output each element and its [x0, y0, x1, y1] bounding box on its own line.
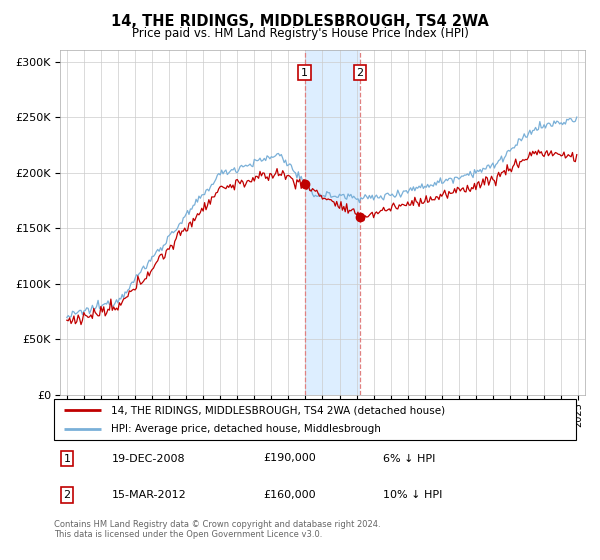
Bar — [305, 50, 360, 395]
Text: 14, THE RIDINGS, MIDDLESBROUGH, TS4 2WA (detached house): 14, THE RIDINGS, MIDDLESBROUGH, TS4 2WA … — [112, 405, 446, 415]
Text: £190,000: £190,000 — [263, 454, 316, 464]
Text: 15-MAR-2012: 15-MAR-2012 — [112, 490, 186, 500]
Text: 10% ↓ HPI: 10% ↓ HPI — [383, 490, 442, 500]
Text: Contains HM Land Registry data © Crown copyright and database right 2024.
This d: Contains HM Land Registry data © Crown c… — [54, 520, 380, 539]
Text: 19-DEC-2008: 19-DEC-2008 — [112, 454, 185, 464]
Text: 1: 1 — [64, 454, 71, 464]
Text: 6% ↓ HPI: 6% ↓ HPI — [383, 454, 435, 464]
Text: 14, THE RIDINGS, MIDDLESBROUGH, TS4 2WA: 14, THE RIDINGS, MIDDLESBROUGH, TS4 2WA — [111, 14, 489, 29]
Text: 2: 2 — [356, 68, 364, 78]
Text: 2: 2 — [64, 490, 71, 500]
Text: 1: 1 — [301, 68, 308, 78]
FancyBboxPatch shape — [54, 399, 576, 440]
Text: HPI: Average price, detached house, Middlesbrough: HPI: Average price, detached house, Midd… — [112, 424, 381, 433]
Text: Price paid vs. HM Land Registry's House Price Index (HPI): Price paid vs. HM Land Registry's House … — [131, 27, 469, 40]
Text: £160,000: £160,000 — [263, 490, 316, 500]
